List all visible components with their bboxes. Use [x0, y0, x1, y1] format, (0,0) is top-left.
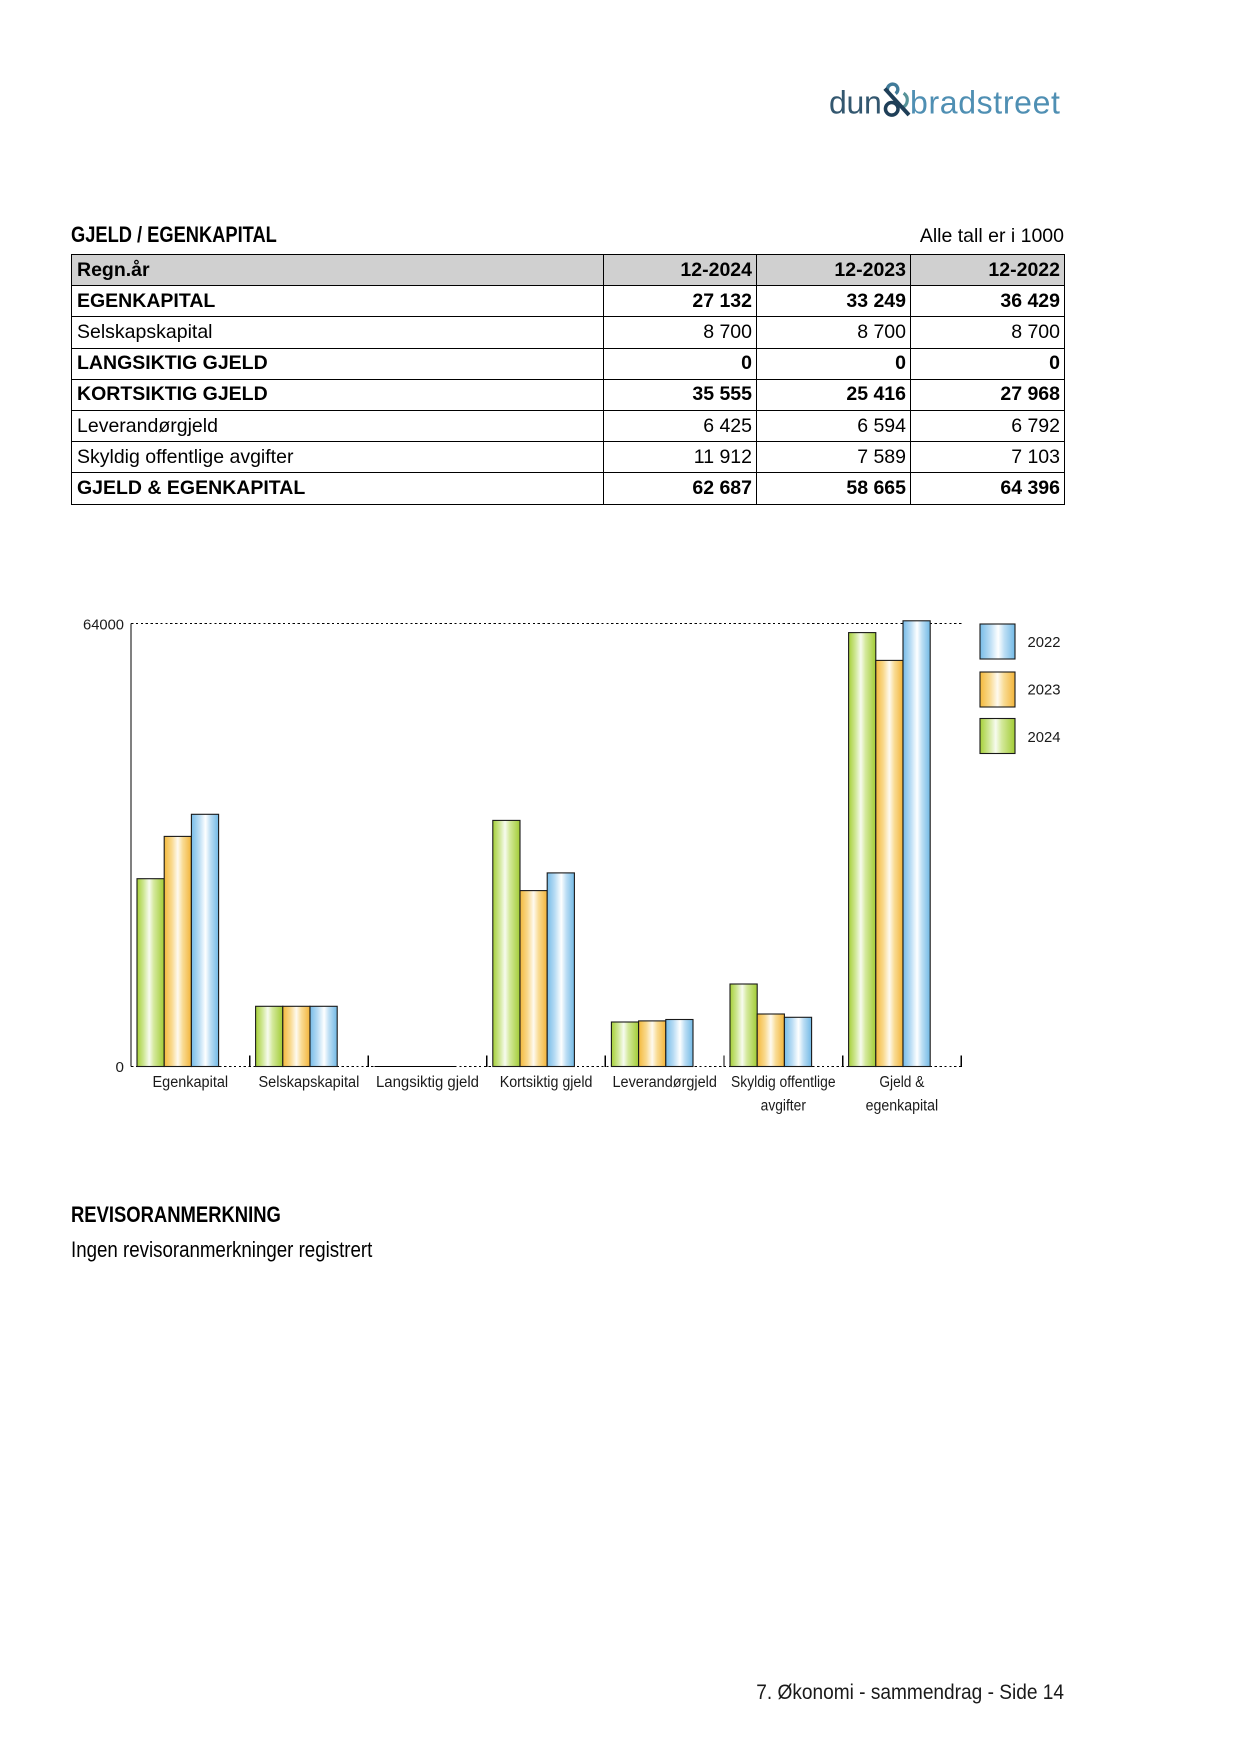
svg-text:Egenkapital: Egenkapital — [153, 1074, 229, 1091]
svg-text:egenkapital: egenkapital — [866, 1098, 939, 1115]
svg-text:64000: 64000 — [83, 617, 124, 634]
svg-text:Selskapskapital: Selskapskapital — [259, 1074, 360, 1091]
svg-text:2024: 2024 — [1028, 729, 1061, 746]
svg-text:Gjeld &: Gjeld & — [879, 1074, 925, 1091]
svg-text:dun: dun — [829, 85, 882, 121]
svg-text:0: 0 — [116, 1059, 124, 1076]
svg-text:Leverandørgjeld: Leverandørgjeld — [613, 1074, 717, 1091]
svg-text:Langsiktig gjeld: Langsiktig gjeld — [376, 1074, 479, 1091]
svg-text:2022: 2022 — [1028, 634, 1061, 651]
svg-text:Kortsiktig gjeld: Kortsiktig gjeld — [500, 1074, 593, 1091]
svg-text:avgifter: avgifter — [761, 1098, 806, 1115]
svg-text:Skyldig offentlige: Skyldig offentlige — [731, 1074, 836, 1091]
svg-text:2023: 2023 — [1028, 682, 1061, 699]
svg-text:bradstreet: bradstreet — [910, 85, 1061, 121]
